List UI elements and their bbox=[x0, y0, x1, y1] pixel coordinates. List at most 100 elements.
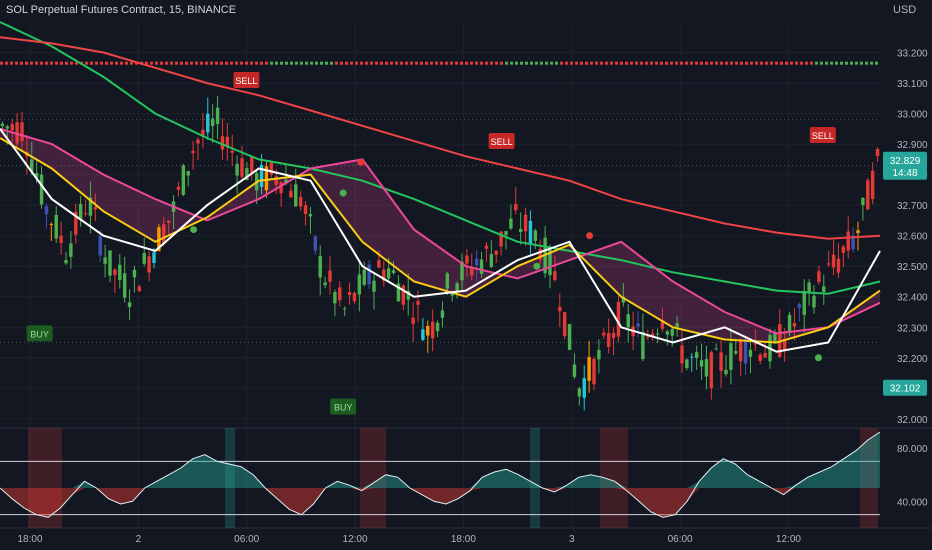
dotted-signal-line bbox=[535, 61, 538, 65]
dotted-signal-line bbox=[775, 61, 778, 65]
candle-body bbox=[289, 190, 293, 198]
candle-body bbox=[558, 306, 562, 312]
dotted-signal-line bbox=[285, 61, 288, 65]
candle-body bbox=[553, 271, 557, 280]
dotted-signal-line bbox=[350, 61, 353, 65]
candle-body bbox=[562, 312, 567, 336]
candle-body bbox=[347, 292, 352, 296]
dotted-signal-line bbox=[55, 61, 58, 65]
candle-body bbox=[142, 253, 146, 264]
candle-body bbox=[690, 356, 694, 358]
candle-body bbox=[734, 351, 738, 354]
signal-dot bbox=[357, 158, 365, 166]
candle-body bbox=[201, 129, 205, 136]
dotted-signal-line bbox=[190, 61, 193, 65]
candle-body bbox=[93, 207, 98, 210]
candle-body bbox=[44, 206, 49, 215]
dotted-signal-line bbox=[400, 61, 403, 65]
candle-body bbox=[367, 264, 371, 285]
dotted-signal-line bbox=[45, 61, 48, 65]
candle-body bbox=[474, 258, 479, 266]
candle-body bbox=[122, 273, 127, 298]
candle-body bbox=[846, 231, 850, 251]
marker-price-box bbox=[883, 379, 927, 396]
candle-body bbox=[724, 369, 728, 375]
candle-body bbox=[59, 235, 63, 244]
dotted-signal-line bbox=[255, 61, 258, 65]
candle-body bbox=[191, 150, 195, 154]
candle-body bbox=[206, 113, 210, 133]
y-tick-label: 33.000 bbox=[897, 110, 928, 121]
candle-body bbox=[675, 323, 679, 328]
dotted-signal-line bbox=[630, 61, 633, 65]
signal-dot bbox=[586, 232, 594, 240]
dotted-signal-line bbox=[250, 61, 253, 65]
dotted-signal-line bbox=[645, 61, 648, 65]
candle-body bbox=[78, 204, 83, 219]
dotted-signal-line bbox=[175, 61, 178, 65]
dotted-signal-line bbox=[795, 61, 798, 65]
dotted-signal-line bbox=[695, 61, 698, 65]
x-tick-label: 12:00 bbox=[776, 534, 801, 545]
ema-line bbox=[0, 128, 881, 353]
candle-body bbox=[166, 220, 171, 223]
candle-body bbox=[797, 304, 802, 308]
oscillator-highlight bbox=[225, 428, 235, 528]
signal-dot bbox=[814, 354, 822, 362]
dotted-signal-line bbox=[850, 61, 853, 65]
candle-body bbox=[523, 214, 528, 232]
dotted-signal-line bbox=[10, 61, 13, 65]
dotted-signal-line bbox=[760, 61, 763, 65]
dotted-signal-line bbox=[505, 61, 508, 65]
candle-body bbox=[602, 332, 606, 336]
dotted-signal-line bbox=[875, 61, 878, 65]
candle-body bbox=[426, 325, 430, 336]
candle-body bbox=[782, 338, 787, 350]
dotted-signal-line bbox=[450, 61, 453, 65]
candle-body bbox=[822, 286, 826, 293]
candle-body bbox=[250, 157, 254, 174]
dotted-signal-line bbox=[780, 61, 783, 65]
candle-body bbox=[5, 126, 10, 129]
dotted-signal-line bbox=[530, 61, 533, 65]
dotted-signal-line bbox=[615, 61, 618, 65]
dotted-signal-line bbox=[715, 61, 718, 65]
dotted-signal-line bbox=[495, 61, 498, 65]
dotted-signal-line bbox=[835, 61, 838, 65]
ema-line bbox=[0, 137, 881, 344]
dotted-signal-line bbox=[355, 61, 358, 65]
dotted-signal-line bbox=[165, 61, 168, 65]
sell-signal-label: SELL bbox=[235, 76, 257, 86]
dotted-signal-line bbox=[195, 61, 198, 65]
candle-body bbox=[74, 211, 78, 235]
dotted-signal-line bbox=[825, 61, 828, 65]
dotted-signal-line bbox=[520, 61, 523, 65]
sell-signal-box bbox=[488, 133, 515, 150]
candle-body bbox=[435, 322, 440, 332]
candle-body bbox=[836, 258, 841, 273]
candle-body bbox=[670, 329, 674, 336]
candle-body bbox=[597, 350, 601, 360]
dotted-signal-line bbox=[470, 61, 473, 65]
dotted-signal-line bbox=[35, 61, 38, 65]
candle-body bbox=[650, 333, 655, 338]
candle-body bbox=[719, 352, 723, 371]
candle-body bbox=[430, 321, 435, 339]
candle-body bbox=[494, 250, 498, 255]
dotted-signal-line bbox=[455, 61, 458, 65]
candle-body bbox=[489, 254, 494, 267]
candle-body bbox=[704, 359, 709, 377]
candle-body bbox=[572, 364, 577, 377]
candle-body bbox=[396, 283, 401, 302]
candle-body bbox=[391, 270, 396, 273]
dotted-signal-line bbox=[340, 61, 343, 65]
dotted-signal-line bbox=[490, 61, 493, 65]
candle-body bbox=[64, 260, 68, 264]
dotted-signal-line bbox=[85, 61, 88, 65]
dotted-signal-line bbox=[525, 61, 528, 65]
dotted-signal-line bbox=[90, 61, 93, 65]
y-tick-label: 32.200 bbox=[897, 354, 928, 365]
dotted-signal-line bbox=[105, 61, 108, 65]
dotted-signal-line bbox=[145, 61, 148, 65]
dotted-signal-line bbox=[305, 61, 308, 65]
